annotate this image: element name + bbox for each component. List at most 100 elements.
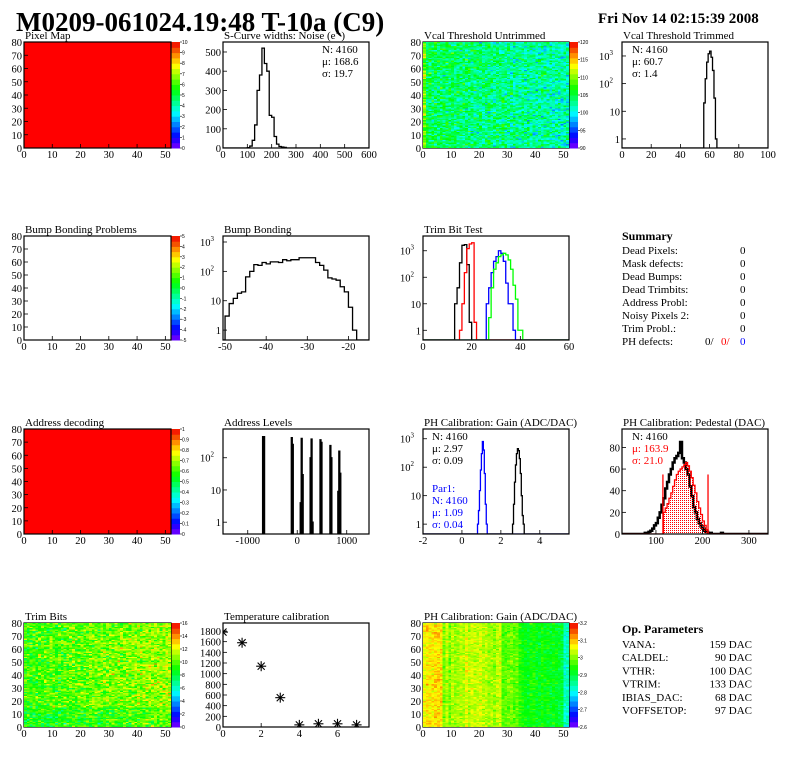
x-tick-label: 10 [446,729,457,740]
x-tick-label: 40 [515,342,526,353]
x-tick-label: 0 [220,729,225,740]
stats-line: σ: 21.0 [632,455,663,467]
x-tick-label: 100 [760,150,776,161]
x-tick-label: 400 [312,150,328,161]
colorbar-label: -5 [182,338,187,344]
vcal-trimmed-panel: Vcal Threshold Trimmed 0 20 40 60 80 100 1 10 102… [599,30,776,161]
colorbar-segment [569,132,578,138]
colorbar-segment [171,685,180,692]
y-tick-label: 0 [615,530,620,541]
data-point-star [223,627,228,638]
y-tick-label: 50 [12,78,23,89]
colorbar-label: 4 [182,244,185,250]
x-tick-label: 600 [361,150,377,161]
colorbar-label: 105 [580,93,589,99]
colorbar: -5 -4 -3 -2 -1 0 1 2 3 4 5 [171,234,187,344]
panel-title: Trim Bits [25,611,67,623]
colorbar-segment [569,706,578,712]
y-tick-label: 70 [12,51,23,62]
summary-row-label: Noisy Pixels 2: [622,310,689,322]
bump-bonding-panel: Bump Bonding -50 -40 -30 -20 1 10 102 103 [200,224,370,353]
y-tick-label: 20 [12,118,23,129]
y-tick-label: 1 [216,326,221,337]
colorbar-segment [569,95,578,101]
stats-line-par1: μ: 1.09 [432,507,463,519]
colorbar-segment [171,439,180,446]
x-tick-label: 0 [420,342,425,353]
colorbar: 90 95 100 105 110 115 120 [569,40,589,152]
colorbar-segment [569,73,578,80]
colorbar-segment [569,711,578,718]
x-tick-label: 50 [160,150,171,161]
histogram-series-0 [423,440,569,534]
colorbar-segment [569,716,578,723]
colorbar-segment [171,73,180,80]
y-tick-label: 102 [400,270,415,284]
colorbar-segment [569,116,578,122]
colorbar-label: 0 [182,532,185,538]
colorbar: 0 0.1 0.2 0.3 0.4 0.5 0.6 0.7 0.8 0.9 1 [171,427,189,538]
y-tick-label: 40 [12,478,23,489]
x-tick-label: 50 [558,729,569,740]
histogram-series-0 [223,47,369,148]
colorbar-label: -4 [182,328,187,334]
y-tick-label: 40 [411,671,422,682]
x-tick-label: 20 [75,729,86,740]
colorbar-segment [171,293,180,299]
plot-area [423,242,569,340]
histogram-spike [291,443,294,534]
summary-box: Summary Dead Pixels: 0 Mask defects: 0 Dead … [622,229,746,348]
y-tick-label: 80 [610,443,621,454]
panel-title: PH Calibration: Pedestal (DAC) [623,417,765,429]
colorbar-label: 120 [580,40,589,46]
y-tick-label: 103 [200,235,215,249]
y-tick-label: 200 [205,106,221,117]
colorbar-label: 5 [182,93,185,99]
colorbar-segment [171,42,180,48]
colorbar-segment [569,659,578,666]
x-tick-label: 0 [420,729,425,740]
colorbar-segment [171,623,180,629]
x-tick-label: 20 [75,150,86,161]
y-tick-label: 100 [205,125,221,136]
colorbar-label: 1 [182,135,185,141]
x-tick-label: 4 [297,729,303,740]
histogram-series-0 [622,50,768,148]
summary-row-value: 0 [740,258,746,270]
x-tick-label: 40 [530,729,541,740]
colorbar-label: 2.9 [580,673,587,679]
page-title: M0209-061024.19:48 T-10a (C9) [16,7,384,37]
plot-frame [222,428,370,535]
heatmap-cells [24,429,171,534]
colorbar-segment [569,110,578,117]
y-tick-label: 102 [400,460,415,474]
x-tick-label: 0 [21,150,26,161]
y-tick-label: 1 [416,520,421,531]
histogram-series-3 [423,252,569,340]
op-param-value: 100 DAC [710,665,752,677]
heatmap-cells [423,623,569,727]
colorbar: 0 1 2 3 4 5 6 7 8 9 10 [171,40,188,152]
histogram-spike [330,457,333,534]
colorbar-segment [569,701,578,707]
plot-frame [621,41,769,149]
colorbar-label: 4 [182,104,185,110]
colorbar-label: 4 [182,699,185,705]
panel-title: S-Curve widths: Noise (e⁻) [224,30,345,42]
colorbar-segment [171,481,180,488]
y-tick-label: 70 [411,632,422,643]
noise-panel: S-Curve widths: Noise (e⁻) 0 100 200 300 400 5… [205,30,377,161]
colorbar-segment [171,282,180,289]
stats-line: σ: 19.7 [322,68,353,80]
x-tick-label: 100 [648,536,664,547]
colorbar-segment [171,444,180,451]
x-tick-label: 40 [132,536,143,547]
histogram-spike [262,436,266,534]
x-tick-label: 50 [160,342,171,353]
colorbar-segment [171,262,180,268]
y-tick-label: 600 [205,691,221,702]
y-tick-label: 40 [12,91,23,102]
colorbar-segment [171,329,180,336]
